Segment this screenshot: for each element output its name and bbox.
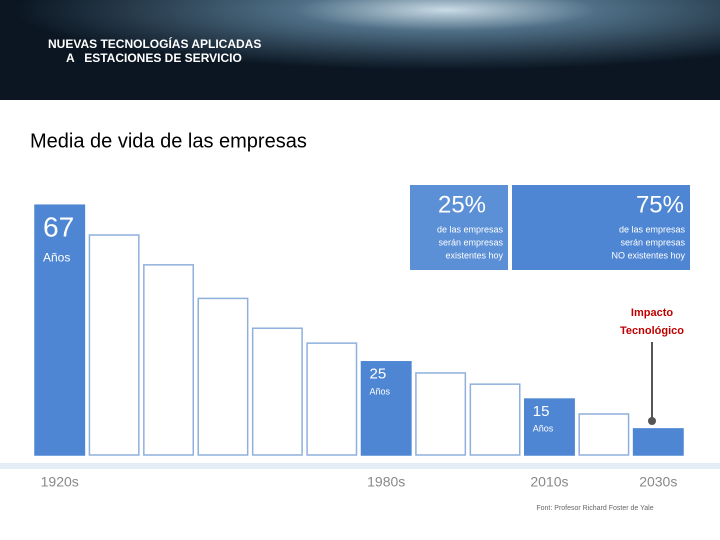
bar [251, 327, 303, 456]
x-tick-label: 1920s [41, 474, 79, 490]
unit-label: Años [533, 424, 554, 434]
box-text: existentes hoy [445, 250, 503, 260]
box-text: de las empresas [619, 224, 686, 234]
value-label: 15 [533, 403, 550, 420]
x-tick-label: 2010s [530, 474, 568, 490]
annotation-box [410, 185, 508, 270]
header-title: A ESTACIONES DE SERVICIO [66, 51, 242, 65]
bar [34, 204, 86, 456]
bar [306, 342, 358, 456]
bar [632, 428, 684, 456]
bar [415, 372, 467, 456]
bar [143, 264, 194, 456]
bar [578, 413, 630, 456]
header-banner [0, 0, 720, 100]
bar [360, 361, 412, 456]
value-label: 25 [370, 366, 387, 383]
impact-dot [648, 417, 656, 425]
chart-title: Media de vida de las empresas [30, 130, 307, 152]
bar [88, 234, 140, 456]
value-label: 67 [43, 212, 74, 243]
box-text: serán empresas [438, 237, 503, 247]
x-tick-label: 1980s [367, 474, 405, 490]
box-value: 75% [636, 191, 684, 218]
source: Font: Profesor Richard Foster de Yale [536, 505, 653, 512]
unit-label: Años [370, 386, 391, 396]
bar [524, 398, 575, 456]
header-title: NUEVAS TECNOLOGÍAS APLICADAS [48, 36, 261, 51]
bar [469, 383, 521, 456]
annotation-box [512, 185, 690, 270]
box-text: de las empresas [437, 224, 504, 234]
box-value: 25% [438, 191, 486, 218]
box-text: NO existentes hoy [611, 250, 685, 260]
impact-label: Tecnológico [620, 325, 684, 337]
box-text: serán empresas [620, 237, 685, 247]
bar [197, 297, 249, 456]
impact-label: Impacto [631, 307, 673, 319]
x-tick-label: 2030s [639, 474, 677, 490]
unit-label: Años [43, 251, 70, 265]
